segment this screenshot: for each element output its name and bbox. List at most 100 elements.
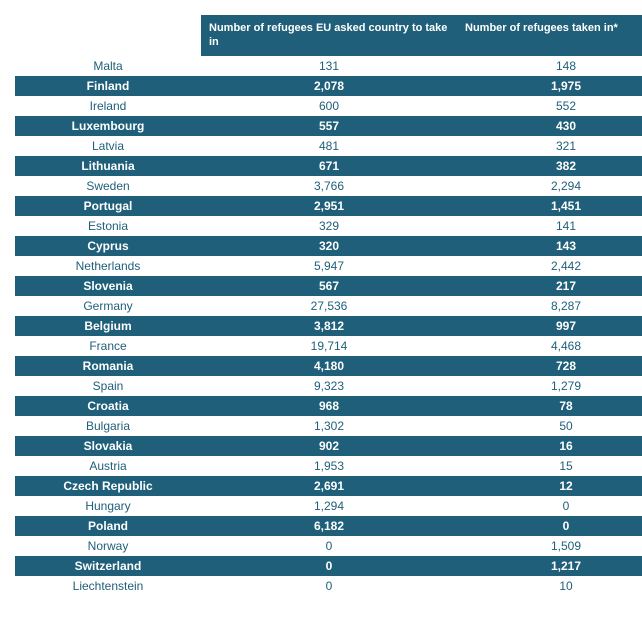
cell-taken: 1,217 xyxy=(457,556,642,576)
cell-country: Romania xyxy=(15,356,201,376)
cell-taken: 15 xyxy=(457,456,642,476)
cell-asked: 3,766 xyxy=(201,176,457,196)
cell-taken: 2,442 xyxy=(457,256,642,276)
cell-asked: 5,947 xyxy=(201,256,457,276)
cell-country: Cyprus xyxy=(15,236,201,256)
table-row: Finland2,0781,975 xyxy=(15,76,642,96)
cell-country: Switzerland xyxy=(15,556,201,576)
cell-country: Liechtenstein xyxy=(15,576,201,596)
cell-asked: 1,294 xyxy=(201,496,457,516)
table-row: Netherlands5,9472,442 xyxy=(15,256,642,276)
cell-country: Malta xyxy=(15,56,201,76)
table-row: Austria1,95315 xyxy=(15,456,642,476)
cell-taken: 78 xyxy=(457,396,642,416)
cell-asked: 2,951 xyxy=(201,196,457,216)
cell-taken: 8,287 xyxy=(457,296,642,316)
table-row: Czech Republic2,69112 xyxy=(15,476,642,496)
cell-taken: 430 xyxy=(457,116,642,136)
cell-taken: 217 xyxy=(457,276,642,296)
cell-asked: 0 xyxy=(201,536,457,556)
cell-taken: 1,451 xyxy=(457,196,642,216)
cell-asked: 329 xyxy=(201,216,457,236)
cell-country: Germany xyxy=(15,296,201,316)
cell-asked: 2,078 xyxy=(201,76,457,96)
cell-asked: 3,812 xyxy=(201,316,457,336)
cell-taken: 728 xyxy=(457,356,642,376)
cell-taken: 143 xyxy=(457,236,642,256)
cell-asked: 19,714 xyxy=(201,336,457,356)
cell-taken: 552 xyxy=(457,96,642,116)
cell-asked: 671 xyxy=(201,156,457,176)
cell-country: Bulgaria xyxy=(15,416,201,436)
cell-asked: 2,691 xyxy=(201,476,457,496)
cell-country: Czech Republic xyxy=(15,476,201,496)
table-header: Number of refugees EU asked country to t… xyxy=(15,15,642,56)
table-row: Ireland600552 xyxy=(15,96,642,116)
cell-asked: 1,302 xyxy=(201,416,457,436)
cell-country: Austria xyxy=(15,456,201,476)
cell-country: Norway xyxy=(15,536,201,556)
cell-asked: 968 xyxy=(201,396,457,416)
cell-taken: 12 xyxy=(457,476,642,496)
cell-country: Netherlands xyxy=(15,256,201,276)
table-row: Estonia329141 xyxy=(15,216,642,236)
cell-country: Slovenia xyxy=(15,276,201,296)
cell-taken: 148 xyxy=(457,56,642,76)
table-row: Sweden3,7662,294 xyxy=(15,176,642,196)
cell-asked: 600 xyxy=(201,96,457,116)
cell-country: Ireland xyxy=(15,96,201,116)
cell-country: Latvia xyxy=(15,136,201,156)
refugee-table: Number of refugees EU asked country to t… xyxy=(15,15,642,596)
cell-country: Spain xyxy=(15,376,201,396)
table-row: Slovakia90216 xyxy=(15,436,642,456)
table-row: Lithuania671382 xyxy=(15,156,642,176)
cell-taken: 1,975 xyxy=(457,76,642,96)
table-row: Luxembourg557430 xyxy=(15,116,642,136)
cell-taken: 2,294 xyxy=(457,176,642,196)
header-country xyxy=(15,15,201,56)
cell-asked: 27,536 xyxy=(201,296,457,316)
cell-country: Croatia xyxy=(15,396,201,416)
cell-taken: 0 xyxy=(457,516,642,536)
table-row: Hungary1,2940 xyxy=(15,496,642,516)
header-asked: Number of refugees EU asked country to t… xyxy=(201,15,457,56)
cell-asked: 0 xyxy=(201,576,457,596)
cell-country: Estonia xyxy=(15,216,201,236)
table-row: Romania4,180728 xyxy=(15,356,642,376)
cell-asked: 1,953 xyxy=(201,456,457,476)
table-row: Portugal2,9511,451 xyxy=(15,196,642,216)
cell-country: Luxembourg xyxy=(15,116,201,136)
table-row: Belgium3,812997 xyxy=(15,316,642,336)
table-row: Switzerland01,217 xyxy=(15,556,642,576)
table-row: Malta131148 xyxy=(15,56,642,76)
header-taken: Number of refugees taken in* xyxy=(457,15,642,56)
table-row: Poland6,1820 xyxy=(15,516,642,536)
cell-taken: 1,509 xyxy=(457,536,642,556)
cell-taken: 997 xyxy=(457,316,642,336)
cell-taken: 50 xyxy=(457,416,642,436)
refugee-table-container: Number of refugees EU asked country to t… xyxy=(15,15,627,596)
cell-taken: 0 xyxy=(457,496,642,516)
table-row: Bulgaria1,30250 xyxy=(15,416,642,436)
cell-taken: 1,279 xyxy=(457,376,642,396)
table-row: Norway01,509 xyxy=(15,536,642,556)
cell-asked: 131 xyxy=(201,56,457,76)
cell-country: Hungary xyxy=(15,496,201,516)
cell-taken: 141 xyxy=(457,216,642,236)
table-body: Malta131148Finland2,0781,975Ireland60055… xyxy=(15,56,642,596)
cell-country: Poland xyxy=(15,516,201,536)
cell-taken: 4,468 xyxy=(457,336,642,356)
cell-taken: 382 xyxy=(457,156,642,176)
table-row: Germany27,5368,287 xyxy=(15,296,642,316)
cell-country: Lithuania xyxy=(15,156,201,176)
cell-asked: 6,182 xyxy=(201,516,457,536)
table-row: France19,7144,468 xyxy=(15,336,642,356)
cell-country: Finland xyxy=(15,76,201,96)
cell-country: France xyxy=(15,336,201,356)
cell-asked: 0 xyxy=(201,556,457,576)
cell-asked: 9,323 xyxy=(201,376,457,396)
cell-country: Sweden xyxy=(15,176,201,196)
table-row: Slovenia567217 xyxy=(15,276,642,296)
table-row: Latvia481321 xyxy=(15,136,642,156)
table-row: Croatia96878 xyxy=(15,396,642,416)
